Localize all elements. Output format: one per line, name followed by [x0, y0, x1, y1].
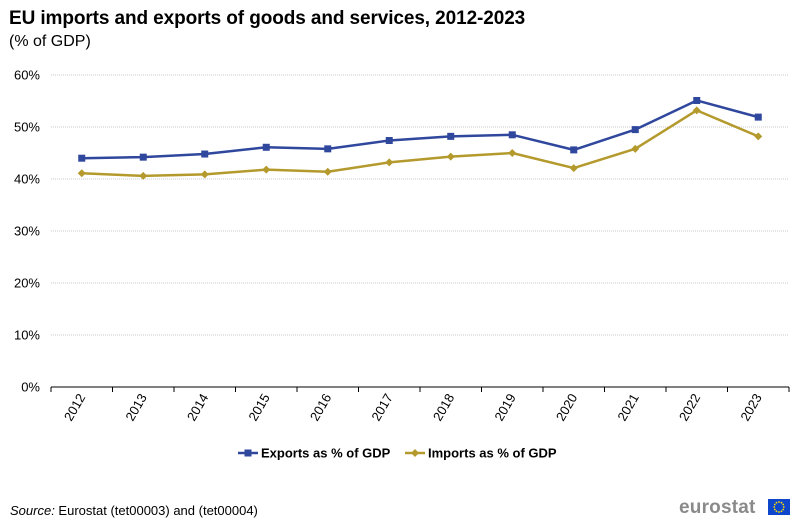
- x-axis-ticks: 2012 2013 2014 2015 2016 2017 2018 2019 2020 2021…: [50, 387, 790, 424]
- x-tick-label: 2012: [61, 391, 88, 424]
- source-note: Source: Eurostat (tet00003) and (tet0000…: [10, 503, 258, 518]
- exports-point: [508, 131, 516, 139]
- imports-legend-marker: [411, 449, 419, 457]
- imports-point: [77, 169, 86, 178]
- exports-point: [570, 146, 578, 154]
- x-tick-label: 2014: [184, 391, 211, 424]
- x-tick-label: 2015: [245, 391, 272, 424]
- exports-point: [262, 143, 270, 151]
- imports-point: [323, 167, 332, 176]
- chart-title: EU imports and exports of goods and serv…: [9, 8, 526, 29]
- y-tick-label: 0%: [21, 380, 40, 395]
- eurostat-logo-text: eurostat: [679, 497, 756, 518]
- eu-flag-icon: [768, 499, 790, 515]
- imports-point: [385, 158, 394, 167]
- imports-legend-label: Imports as % of GDP: [428, 446, 557, 461]
- series: [77, 96, 763, 180]
- legend: Exports as % of GDP Imports as % of GDP: [238, 446, 557, 461]
- exports-point: [631, 126, 639, 134]
- y-axis-ticks: 0% 10% 20% 30% 40% 50% 60%: [14, 68, 40, 395]
- imports-point: [508, 149, 517, 157]
- y-tick-label: 50%: [14, 120, 40, 135]
- y-tick-label: 30%: [14, 224, 40, 239]
- x-tick-label: 2013: [122, 391, 149, 424]
- x-tick-label: 2023: [737, 391, 764, 424]
- imports-point: [200, 170, 209, 179]
- exports-point: [754, 113, 762, 121]
- eurostat-logo: eurostat: [679, 497, 791, 519]
- exports-point: [78, 154, 86, 162]
- x-tick-label: 2020: [553, 391, 580, 424]
- exports-point: [201, 150, 209, 158]
- imports-point: [139, 171, 148, 180]
- x-tick-label: 2019: [491, 391, 518, 424]
- x-tick-label: 2017: [368, 391, 395, 424]
- y-tick-label: 20%: [14, 276, 40, 291]
- y-tick-label: 60%: [14, 68, 40, 83]
- x-tick-label: 2018: [430, 391, 457, 424]
- source-label: Source:: [10, 503, 55, 518]
- exports-point: [324, 145, 332, 153]
- y-tick-label: 10%: [14, 328, 40, 343]
- imports-point: [569, 164, 578, 173]
- exports-legend-label: Exports as % of GDP: [261, 446, 391, 461]
- imports-series-line: [81, 109, 759, 178]
- x-tick-label: 2016: [307, 391, 334, 424]
- exports-point: [447, 132, 455, 140]
- y-tick-label: 40%: [14, 172, 40, 187]
- imports-point: [631, 144, 640, 153]
- imports-point: [262, 165, 271, 174]
- x-tick-label: 2022: [676, 391, 703, 424]
- imports-point: [754, 132, 763, 141]
- imports-point: [446, 152, 455, 161]
- x-tick-label: 2021: [614, 391, 641, 424]
- source-text: Eurostat (tet00003) and (tet00004): [54, 503, 258, 518]
- line-chart: 0%10%20%30%40%50%60% 2012 2013 2014 2015 201…: [14, 68, 790, 461]
- chart-subtitle: (% of GDP): [9, 33, 91, 50]
- exports-point: [385, 137, 393, 145]
- exports-legend-marker: [244, 449, 252, 457]
- exports-point: [139, 153, 147, 161]
- imports-point: [692, 106, 701, 115]
- exports-point: [693, 96, 701, 104]
- exports-series-line: [81, 99, 759, 160]
